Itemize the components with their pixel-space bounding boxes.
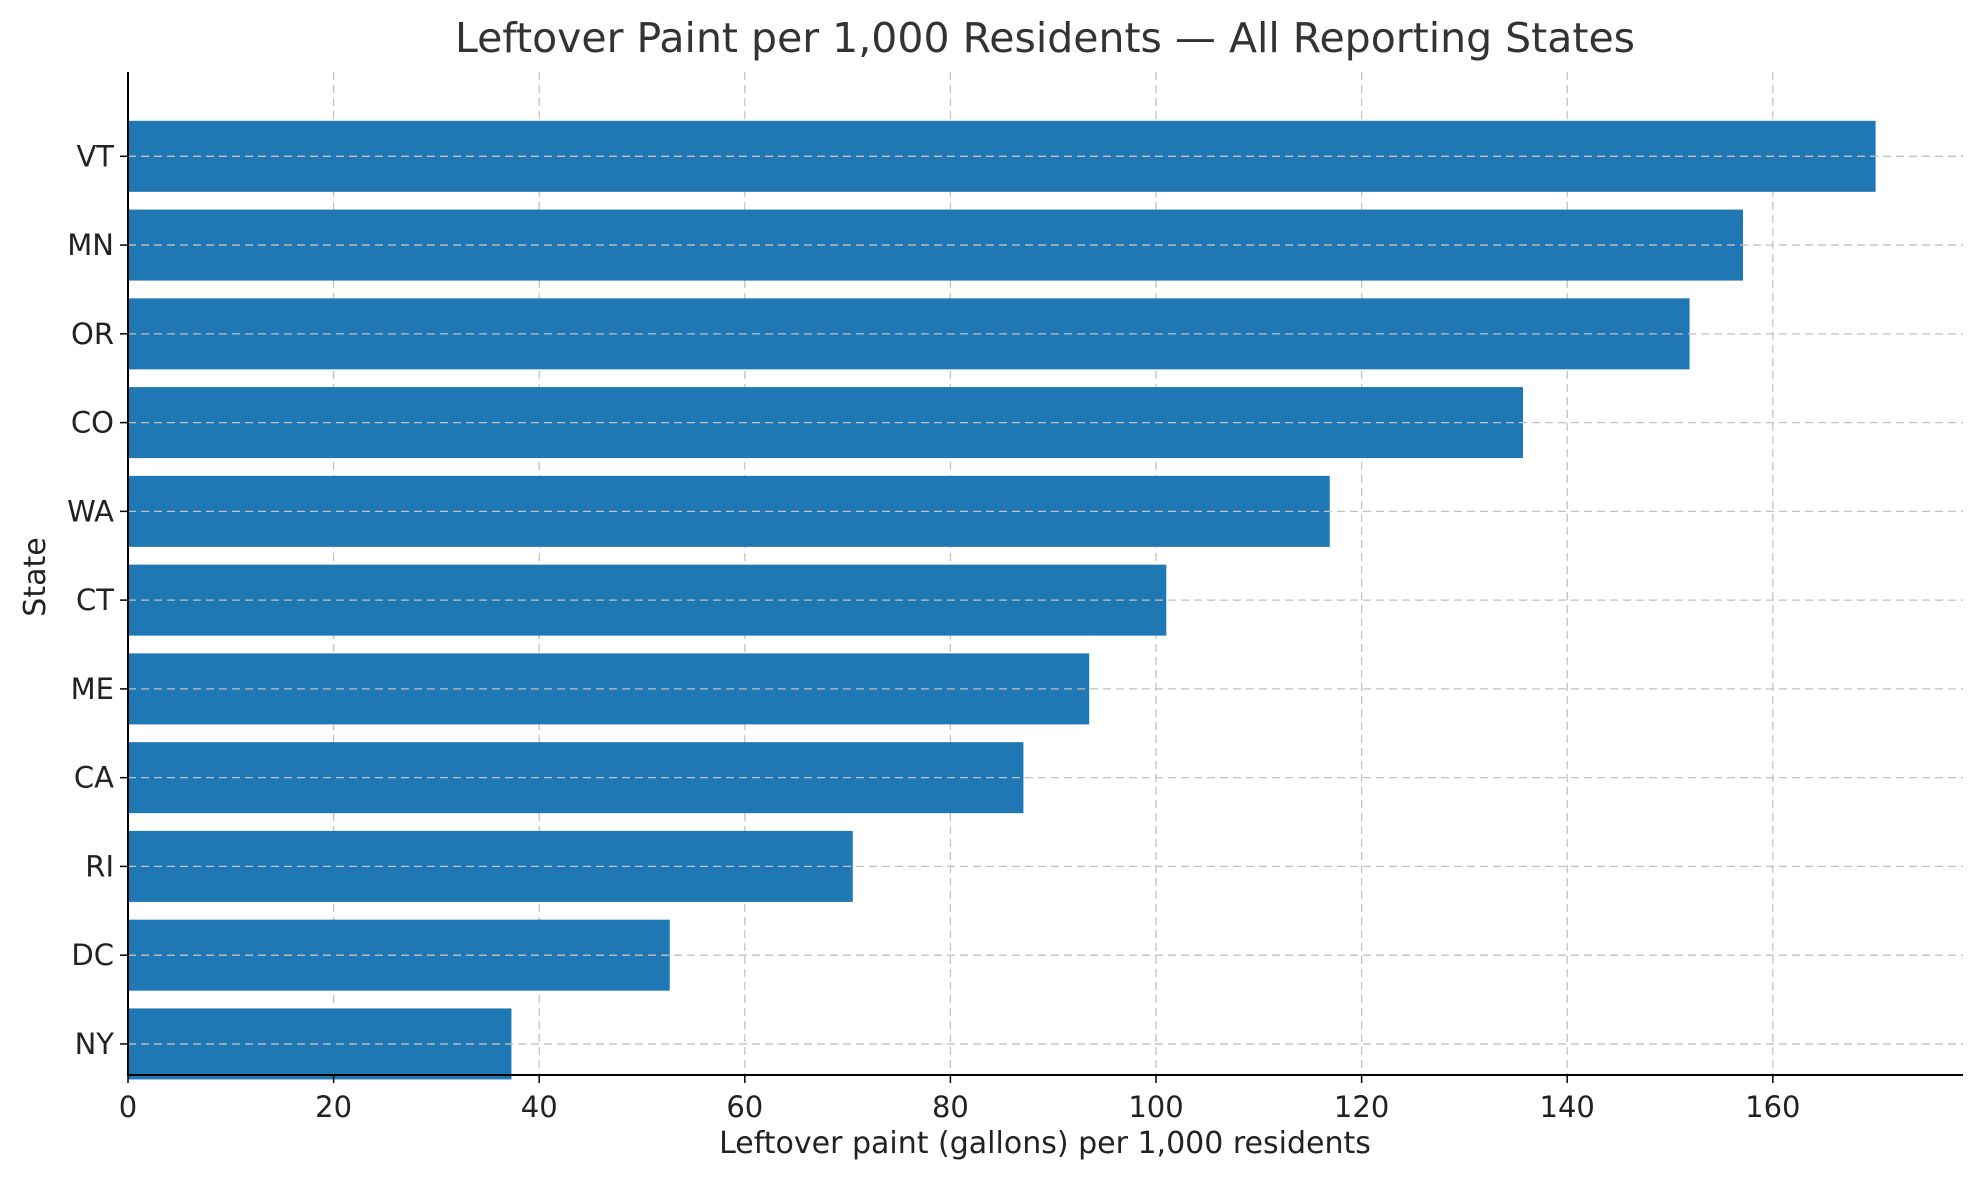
y-tick-label: RI [85,849,114,883]
category-grid-lines [128,155,1963,1045]
bar-dc [128,919,670,991]
x-axis-label: Leftover paint (gallons) per 1,000 resid… [719,1126,1371,1161]
y-tick-label: OR [71,317,114,351]
y-tick-label: CT [76,583,114,617]
x-tick-label: 160 [1745,1090,1800,1124]
x-tick-label: 0 [119,1090,137,1124]
x-tick-label: 40 [521,1090,558,1124]
x-tick-label: 20 [315,1090,352,1124]
y-tick-label: CO [71,406,114,440]
axes [127,72,1963,1076]
chart-title: Leftover Paint per 1,000 Residents — All… [455,14,1635,62]
y-axis-label: State [18,537,53,616]
x-tick-label: 60 [726,1090,763,1124]
bar-ct [128,564,1167,636]
y-tick-label: MN [67,228,114,262]
x-tick-label: 140 [1540,1090,1595,1124]
y-tick-label: ME [71,672,114,706]
x-tick-label: 100 [1128,1090,1183,1124]
y-tick-label: NY [75,1027,115,1061]
y-tick-label: DC [71,938,114,972]
y-axis-ticks: VT MN OR CO WA CT ME CA RI DC NY [67,139,128,1061]
x-tick-label: 80 [932,1090,969,1124]
x-tick-label: 120 [1334,1090,1389,1124]
y-tick-label: CA [74,761,114,795]
x-axis-ticks: 0 20 40 60 80 100 120 140 160 [119,1075,1800,1124]
y-tick-label: WA [67,494,114,528]
y-tick-label: VT [76,139,114,173]
